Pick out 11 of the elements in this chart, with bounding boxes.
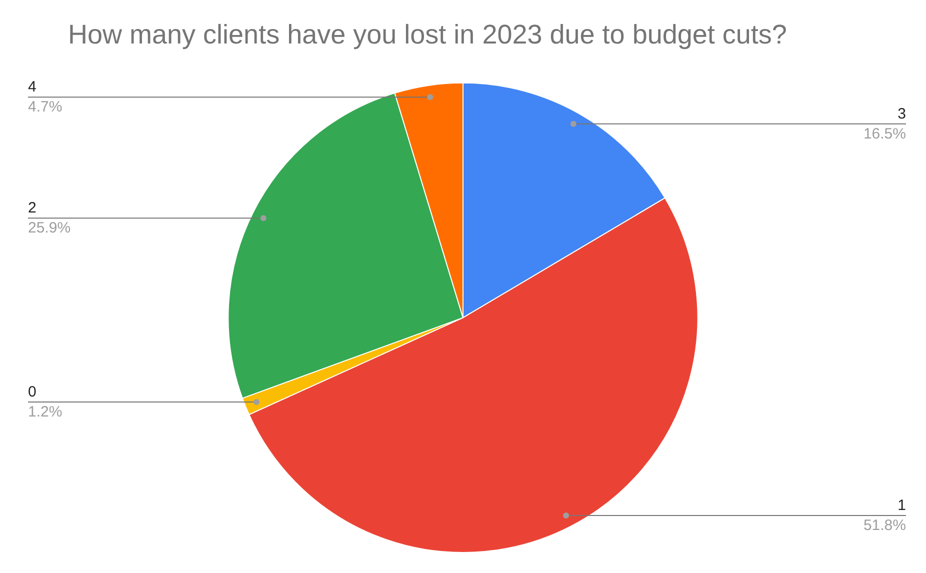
data-label: 51.8% (863, 517, 906, 534)
slice-label: 1 (898, 497, 906, 514)
chart-title: How many clients have you lost in 2023 due to budget cuts? (68, 20, 787, 50)
data-label: 1.2% (28, 404, 62, 421)
slice-label: 2 (28, 200, 36, 217)
slice-label: 0 (28, 384, 36, 401)
data-label: 4.7% (28, 98, 62, 116)
slice-label: 3 (898, 106, 906, 123)
data-label: 25.9% (28, 220, 71, 237)
slice-label: 4 (28, 78, 36, 96)
data-label: 16.5% (863, 126, 906, 143)
